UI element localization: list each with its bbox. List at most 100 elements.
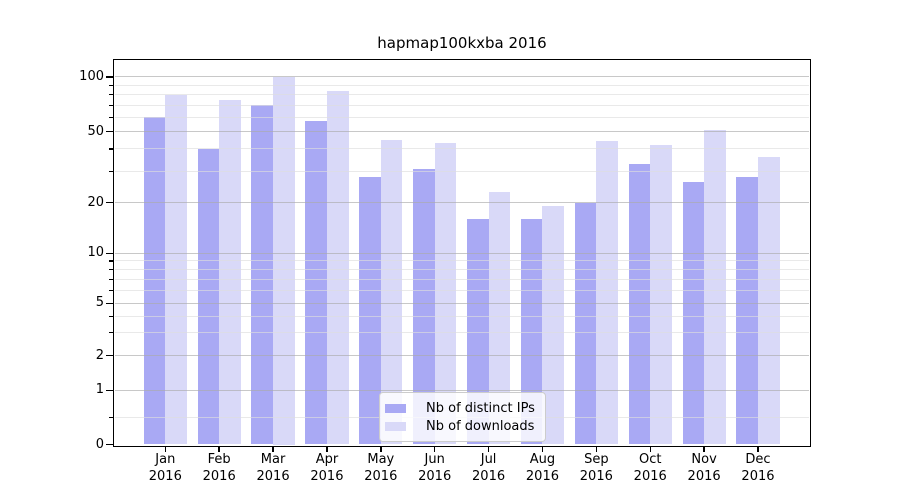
bar-downloads-oct [650,145,672,445]
bar-distinct-ips-jun [413,168,435,445]
x-tick [380,446,382,452]
y-tick [106,130,113,133]
bar-downloads-jul [488,191,511,445]
x-tick [757,446,759,452]
minor-gridline [115,170,809,172]
minor-gridline [115,315,809,317]
minor-gridline [115,84,809,86]
bar-downloads-nov [704,129,726,445]
bar-downloads-jun [434,143,457,445]
y-minor-tick [109,416,113,419]
x-tick-label-jan: Jan 2016 [148,452,182,484]
x-tick [649,446,651,452]
x-tick-label-aug: Aug 2016 [525,452,559,484]
legend-entry-downloads: Nb of downloads [385,418,535,434]
x-tick-label-feb: Feb 2016 [202,452,236,484]
bar-distinct-ips-dec [736,176,758,445]
y-tick-label: 1 [95,382,104,398]
x-tick [164,446,166,452]
x-tick [434,446,436,452]
bar-distinct-ips-sep [574,202,597,445]
major-gridline [115,302,809,304]
bar-downloads-dec [757,157,780,445]
y-minor-tick [109,148,113,150]
x-tick [703,446,705,452]
y-minor-tick [109,260,113,262]
y-tick [106,389,113,391]
major-gridline [115,252,809,254]
y-tick-label: 50 [87,123,104,139]
chart-title: hapmap100kxba 2016 [377,34,547,52]
minor-gridline [115,94,809,96]
y-tick [106,202,113,204]
y-tick-label: 10 [87,245,104,261]
y-tick [106,76,113,78]
y-tick-label: 100 [79,69,104,84]
minor-gridline [115,260,809,262]
major-gridline [115,355,809,357]
y-tick [106,252,113,254]
bar-distinct-ips-aug [520,218,543,445]
y-minor-tick [109,278,113,280]
bar-distinct-ips-jul [466,218,489,445]
bar-distinct-ips-jan [143,117,166,445]
x-tick-label-apr: Apr 2016 [310,452,344,484]
major-gridline [115,130,809,132]
bar-distinct-ips-feb [197,148,220,445]
bar-distinct-ips-apr [305,121,327,445]
legend-entry-distinct-ips: Nb of distinct IPs [385,400,535,416]
minor-gridline [115,268,809,270]
x-tick [595,446,598,452]
y-minor-tick [109,315,113,317]
major-gridline [115,202,809,204]
bar-distinct-ips-mar [251,105,274,445]
x-tick [487,446,490,452]
minor-gridline [115,289,809,291]
minor-gridline [115,104,809,106]
y-minor-tick [109,104,113,106]
y-tick [106,443,113,446]
y-minor-tick [109,332,113,334]
bar-distinct-ips-may [359,176,381,445]
x-tick-label-mar: Mar 2016 [256,452,290,484]
x-tick-label-sep: Sep 2016 [579,452,613,484]
y-tick-label: 0 [95,436,104,452]
y-minor-tick [109,116,113,119]
bar-downloads-sep [596,141,618,445]
bar-distinct-ips-nov [682,182,705,445]
x-tick-label-may: May 2016 [364,452,398,484]
x-tick [218,446,220,452]
x-tick-label-jun: Jun 2016 [418,452,452,484]
bar-downloads-feb [219,99,241,445]
bar-distinct-ips-oct [628,163,651,445]
minor-gridline [115,332,809,333]
x-tick-label-jul: Jul 2016 [472,452,506,484]
bar-downloads-aug [542,206,565,445]
x-tick-label-dec: Dec 2016 [741,452,775,484]
major-gridline [115,76,809,78]
y-minor-tick [109,289,113,292]
x-tick-label-oct: Oct 2016 [633,452,667,484]
legend: Nb of distinct IPs Nb of downloads [379,392,546,442]
major-gridline [115,389,809,391]
legend-label-downloads: Nb of downloads [426,418,535,434]
y-tick-label: 2 [95,347,104,363]
y-tick-label: 5 [95,295,104,311]
bar-downloads-may [380,139,403,445]
y-minor-tick [109,94,113,96]
y-minor-tick [109,268,113,271]
legend-label-distinct-ips: Nb of distinct IPs [426,400,535,416]
y-minor-tick [109,170,113,173]
x-tick [272,446,274,452]
y-tick [106,302,113,304]
y-tick-label: 20 [87,194,104,210]
minor-gridline [115,278,809,280]
x-tick-label-nov: Nov 2016 [687,452,721,484]
y-tick [106,355,113,357]
x-tick [326,446,328,452]
legend-swatch-distinct-ips [385,403,406,413]
x-tick [541,446,544,452]
